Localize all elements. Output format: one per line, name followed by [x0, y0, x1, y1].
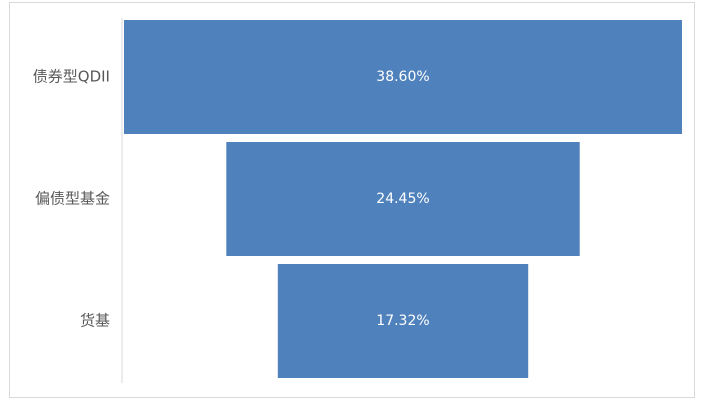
- labels-group: 38.60% 债券型QDII 24.45% 偏债型基金 17.32% 货基: [33, 68, 430, 330]
- data-label-1: 38.60%: [376, 69, 429, 85]
- funnel-bar-2: [226, 142, 580, 256]
- funnel-bar-3: [277, 264, 529, 378]
- data-label-2: 24.45%: [376, 191, 429, 207]
- bars-group: [124, 20, 682, 378]
- category-label-1: 债券型QDII: [33, 68, 110, 86]
- data-label-3: 17.32%: [376, 313, 429, 329]
- category-label-2: 偏债型基金: [35, 190, 110, 208]
- funnel-bar-1: [124, 20, 682, 134]
- category-label-3: 货基: [80, 312, 110, 330]
